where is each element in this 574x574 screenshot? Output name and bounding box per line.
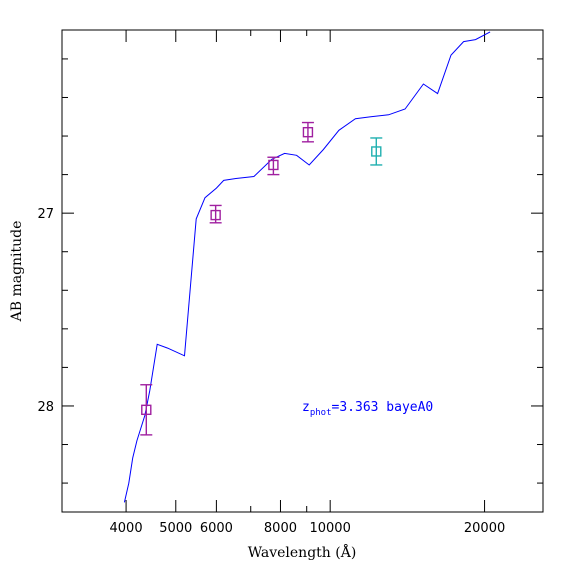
photometry-point (140, 384, 153, 436)
x-tick-label: 8000 (264, 521, 297, 536)
square-marker (210, 209, 221, 221)
annotation-base: z (302, 400, 310, 415)
x-tick-label: 10000 (309, 521, 350, 536)
photometry-point (370, 137, 383, 166)
annotation-subscript: phot (310, 408, 332, 418)
tick-marks (61, 30, 543, 512)
y-tick-labels: 27 28 (37, 207, 54, 415)
x-tick-label: 20000 (464, 521, 505, 536)
plot-area (123, 31, 491, 503)
x-tick-label: 6000 (200, 521, 233, 536)
x-axis-label: Wavelength (Å) (248, 543, 357, 561)
square-marker (371, 146, 382, 157)
photometric-redshift-annotation: zphot=3.363 bayeA0 (302, 400, 433, 418)
photometry-point (267, 156, 280, 176)
x-tick-labels: 4000 5000 6000 8000 10000 20000 (110, 521, 506, 536)
x-tick-label: 4000 (110, 521, 143, 536)
y-tick-label: 27 (37, 207, 54, 222)
square-marker (268, 159, 279, 171)
square-marker (302, 126, 314, 138)
photometry-point (209, 204, 222, 224)
model-sed-line (123, 31, 491, 503)
x-tick-label: 5000 (159, 521, 192, 536)
y-tick-label: 28 (37, 400, 54, 415)
annotation-text: =3.363 bayeA0 (332, 400, 434, 415)
plot-frame (61, 29, 544, 513)
y-axis-label: AB magnitude (9, 221, 25, 323)
photometry-point (301, 121, 314, 143)
square-marker (141, 404, 152, 416)
